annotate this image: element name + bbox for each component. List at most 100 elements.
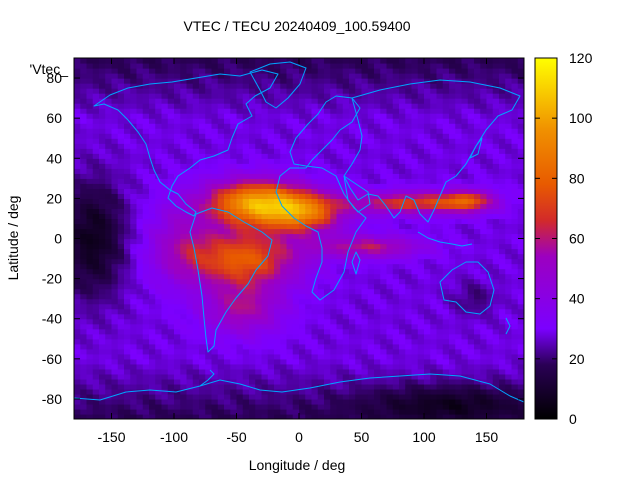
heat-cell (405, 298, 413, 305)
heat-cell (205, 353, 213, 360)
heat-cell (236, 83, 244, 89)
heat-cell (317, 298, 325, 305)
heat-cell (386, 173, 394, 179)
heat-cell (74, 313, 81, 320)
heat-cell (167, 113, 175, 119)
heat-cell (217, 128, 225, 134)
heat-cell (167, 318, 175, 325)
heat-cell (136, 113, 144, 119)
heat-cell (292, 68, 300, 74)
heat-cell (461, 233, 469, 240)
heat-cell (436, 208, 444, 215)
heat-cell (442, 173, 450, 179)
heat-cell (117, 58, 125, 64)
heat-cell (380, 88, 388, 94)
heat-cell (224, 368, 231, 375)
heat-cell (292, 73, 300, 79)
heat-cell (417, 313, 425, 320)
heat-cell (80, 263, 88, 270)
heat-cell (461, 258, 469, 265)
heat-cell (311, 198, 319, 204)
heat-cell (299, 413, 306, 419)
heat-cell (292, 183, 300, 189)
heat-cell (355, 213, 363, 220)
heat-cell (436, 353, 444, 360)
heat-cell (86, 393, 94, 400)
heat-cell (261, 233, 269, 240)
heat-cell (217, 133, 225, 139)
heat-cell (461, 398, 469, 405)
heat-cell (92, 158, 100, 164)
heat-cell (186, 193, 194, 199)
heat-cell (74, 243, 81, 250)
heat-cell (236, 373, 244, 380)
heat-cell (449, 363, 456, 370)
heat-cell (480, 318, 488, 325)
heat-cell (174, 353, 181, 360)
heat-cell (324, 328, 331, 335)
heat-cell (336, 168, 344, 174)
heat-cell (455, 388, 463, 395)
heat-cell (286, 218, 294, 225)
heat-cell (324, 398, 331, 405)
heat-cell (267, 263, 275, 270)
heat-cell (330, 113, 338, 119)
heat-cell (186, 243, 194, 250)
heat-cell (442, 208, 450, 215)
heat-cell (424, 343, 431, 350)
heat-cell (192, 283, 200, 290)
heat-cell (249, 188, 256, 194)
heat-cell (311, 268, 319, 275)
heat-cell (186, 293, 194, 300)
heat-cell (311, 83, 319, 89)
heat-cell (124, 173, 131, 179)
heat-cell (430, 118, 438, 124)
heat-cell (449, 218, 456, 225)
heat-cell (417, 163, 425, 169)
heat-cell (367, 188, 375, 194)
heat-cell (424, 203, 431, 210)
heat-cell (367, 298, 375, 305)
heat-cell (236, 113, 244, 119)
heat-cell (161, 278, 169, 285)
heat-cell (186, 208, 194, 215)
heat-cell (305, 253, 313, 260)
heat-cell (224, 323, 231, 330)
heat-cell (311, 88, 319, 94)
heat-cell (236, 198, 244, 204)
heat-cell (249, 283, 256, 290)
heat-cell (249, 313, 256, 320)
heat-cell (230, 88, 238, 94)
heat-cell (349, 63, 356, 69)
heat-cell (142, 123, 150, 129)
heat-cell (130, 353, 138, 360)
heat-cell (317, 273, 325, 280)
heat-cell (292, 133, 300, 139)
heat-cell (299, 258, 306, 265)
heat-cell (105, 388, 113, 395)
heat-cell (155, 268, 163, 275)
heat-cell (367, 398, 375, 405)
heat-cell (386, 258, 394, 265)
heat-cell (486, 298, 494, 305)
heat-cell (161, 348, 169, 355)
heat-cell (192, 143, 200, 149)
heat-cell (280, 203, 288, 210)
heat-cell (417, 73, 425, 79)
heat-cell (149, 303, 156, 310)
heat-cell (192, 178, 200, 184)
heat-cell (111, 163, 119, 169)
heat-cell (361, 323, 369, 330)
heat-cell (392, 323, 400, 330)
heat-cell (236, 238, 244, 245)
heat-cell (80, 178, 88, 184)
heat-cell (199, 338, 206, 345)
heat-cell (405, 93, 413, 99)
heat-cell (217, 218, 225, 225)
heat-cell (430, 63, 438, 69)
heat-cell (330, 268, 338, 275)
heat-cell (474, 373, 481, 380)
heat-cell (174, 138, 181, 144)
heat-cell (217, 198, 225, 204)
heat-cell (236, 278, 244, 285)
